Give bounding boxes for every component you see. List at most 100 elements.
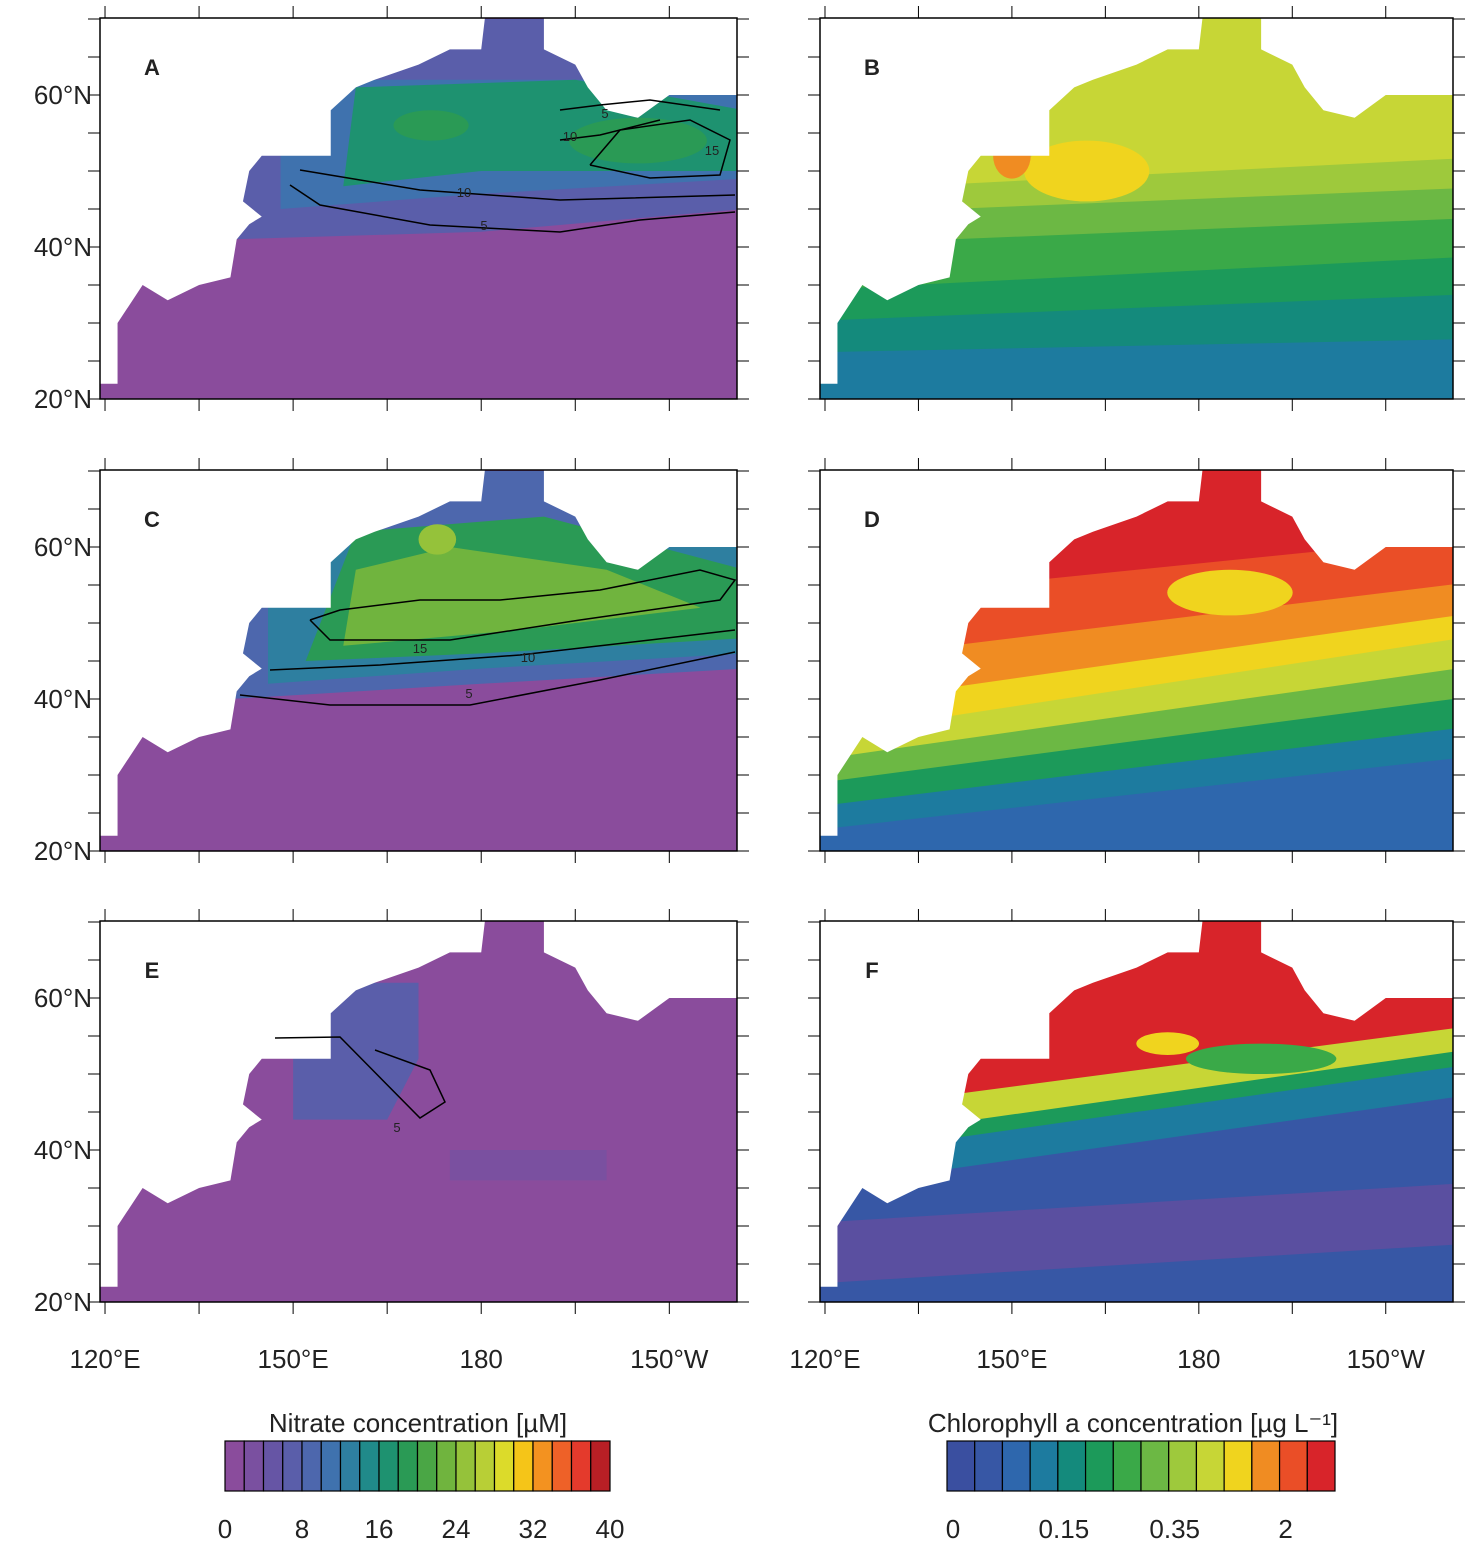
contour	[589, 119, 731, 179]
contour-label: 15	[705, 143, 719, 158]
contour	[269, 629, 736, 671]
map-panel	[820, 18, 1453, 399]
panel-label: C	[144, 507, 160, 532]
colorbar-swatch	[513, 1440, 534, 1492]
x-tick-label: 150°W	[630, 1344, 709, 1374]
field-region	[1185, 1043, 1337, 1075]
y-tick-label: 40°N	[34, 232, 92, 262]
y-tick-label: 60°N	[34, 983, 92, 1013]
panel-label: D	[864, 507, 880, 532]
panel-label: E	[145, 958, 160, 983]
colorbar-swatch	[339, 1440, 361, 1492]
field-region	[820, 470, 1203, 836]
colorbar-tick-label: 16	[365, 1514, 394, 1541]
colorbar-swatch	[1001, 1440, 1031, 1492]
colorbar-swatch	[946, 1440, 976, 1492]
colorbar-swatch	[974, 1440, 1004, 1492]
contour	[289, 184, 736, 233]
field-region	[1136, 1032, 1200, 1055]
field-region	[100, 921, 485, 1287]
colorbar-swatch	[474, 1440, 496, 1492]
field-region	[820, 18, 1203, 384]
y-tick-label: 60°N	[34, 532, 92, 562]
contour-label: 10	[563, 129, 577, 144]
y-tick-label: 20°N	[34, 384, 92, 414]
colorbar-swatch	[1140, 1440, 1170, 1492]
map-panel	[820, 921, 1453, 1302]
field-region	[1261, 921, 1453, 1021]
colorbar-swatch	[224, 1440, 245, 1492]
contour-label: 15	[413, 641, 427, 656]
colorbar-tick-label: 0	[218, 1514, 232, 1541]
colorbar-swatch	[1306, 1440, 1336, 1492]
x-tick-label: 150°W	[1347, 1344, 1426, 1374]
field-region	[418, 524, 457, 555]
colorbar-swatch	[436, 1440, 457, 1492]
colorbar-swatch	[282, 1440, 303, 1492]
contour	[274, 1036, 446, 1119]
field-region	[543, 470, 737, 570]
colorbar-swatch	[532, 1440, 553, 1492]
contour-label: 5	[465, 686, 472, 701]
field-region	[543, 18, 737, 118]
colorbar-swatch	[1057, 1440, 1087, 1492]
colorbar-title: Nitrate concentration [µM]	[269, 1408, 567, 1438]
map-panel	[100, 18, 737, 399]
map-panel	[100, 921, 737, 1302]
colorbar-swatch	[359, 1440, 380, 1492]
map-panel	[820, 470, 1453, 851]
colorbar-swatch	[1195, 1440, 1225, 1492]
y-tick-label: 20°N	[34, 836, 92, 866]
colorbar-swatch	[1278, 1440, 1308, 1492]
field-region	[568, 117, 707, 164]
colorbar-swatch	[397, 1440, 419, 1492]
contour-label: 5	[480, 218, 487, 233]
contour-label: 10	[521, 650, 535, 665]
colorbar-tick-label: 32	[519, 1514, 548, 1541]
field-region	[820, 921, 1203, 1287]
panel-label: A	[144, 55, 160, 80]
colorbar-tick-label: 0.15	[1039, 1514, 1090, 1541]
colorbar-title: Chlorophyll a concentration [µg L⁻¹]	[928, 1408, 1338, 1438]
colorbar-swatch	[243, 1440, 265, 1492]
x-tick-label: 120°E	[789, 1344, 860, 1374]
colorbar-swatch	[551, 1440, 573, 1492]
colorbar-swatch	[1029, 1440, 1059, 1492]
colorbar-swatch	[1084, 1440, 1114, 1492]
contour	[299, 169, 736, 201]
panel-label: B	[864, 55, 880, 80]
colorbar-tick-label: 8	[295, 1514, 309, 1541]
map-panel	[100, 470, 737, 851]
x-tick-label: 180	[460, 1344, 503, 1374]
colorbar-swatch	[320, 1440, 342, 1492]
field-region	[100, 18, 485, 384]
x-tick-label: 150°E	[976, 1344, 1047, 1374]
field-region	[1261, 470, 1453, 570]
colorbar-swatch	[493, 1440, 515, 1492]
y-tick-label: 20°N	[34, 1287, 92, 1317]
contour	[309, 569, 737, 641]
colorbar-tick-label: 0.35	[1149, 1514, 1200, 1541]
colorbar-tick-label: 24	[442, 1514, 471, 1541]
contour-label: 5	[601, 106, 608, 121]
colorbar-swatch	[590, 1440, 611, 1492]
x-tick-label: 150°E	[258, 1344, 329, 1374]
colorbar-swatch	[1251, 1440, 1281, 1492]
x-tick-label: 120°E	[69, 1344, 140, 1374]
field-region	[343, 547, 701, 646]
colorbar-tick-label: 0	[946, 1514, 960, 1541]
colorbar-swatch	[262, 1440, 284, 1492]
contour	[559, 99, 721, 111]
colorbar-swatch	[1112, 1440, 1142, 1492]
colorbar-swatch	[455, 1440, 476, 1492]
contour-label: 5	[393, 1120, 400, 1135]
contour	[559, 119, 661, 141]
colorbar-tick-label: 2	[1278, 1514, 1292, 1541]
panel-label: F	[865, 958, 878, 983]
contour	[239, 651, 736, 706]
colorbar-swatch	[416, 1440, 438, 1492]
colorbar-swatch	[301, 1440, 322, 1492]
x-tick-label: 180	[1177, 1344, 1220, 1374]
field-region	[1261, 18, 1453, 118]
